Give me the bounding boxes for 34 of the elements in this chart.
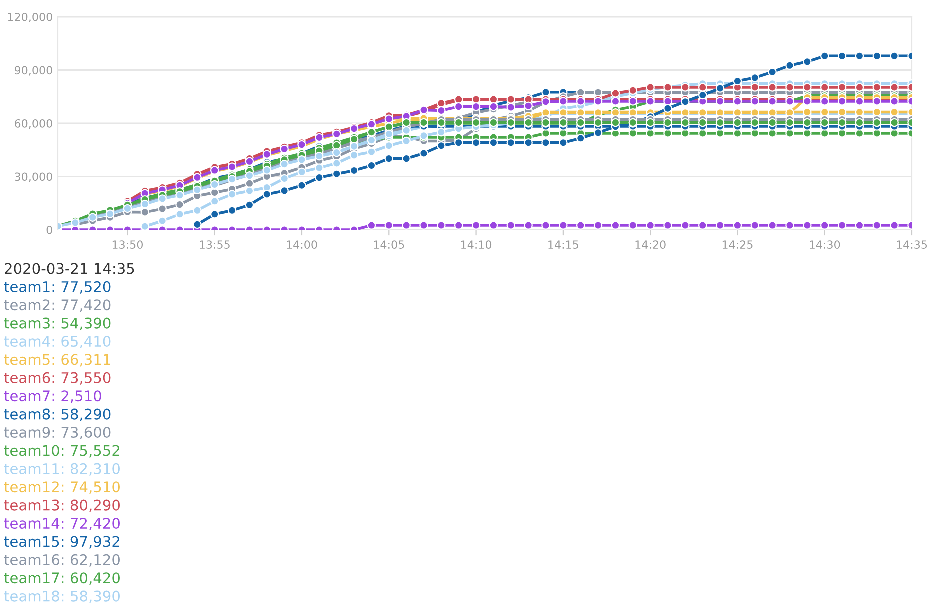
- x-tick-label: 14:20: [636, 240, 666, 250]
- text: team12: 74,510: [4, 482, 120, 494]
- x-tick-label: 14:05: [374, 240, 404, 250]
- y-tick-label: 60,000: [15, 119, 52, 130]
- x-tick-label: 13:55: [200, 240, 230, 250]
- y-tick-label: 30,000: [15, 172, 52, 182]
- text: team13: 80,290: [4, 500, 120, 512]
- text: team5: 66,311: [4, 354, 110, 367]
- text: team1: 77,520: [4, 281, 111, 294]
- text: team16: 62,120: [4, 554, 120, 567]
- x-tick-label: 14:00: [287, 240, 318, 250]
- text: team3: 54,390: [4, 318, 111, 330]
- text: team6: 73,550: [4, 372, 111, 385]
- x-tick-label: 14:25: [722, 240, 753, 250]
- text: team10: 75,552: [4, 445, 120, 458]
- text: team17: 60,420: [4, 572, 120, 586]
- x-tick-label: 14:30: [810, 240, 840, 250]
- text: team11: 82,310: [4, 463, 120, 476]
- text: 2020-03-21 14:35: [5, 263, 134, 274]
- y-tick-label: 120,000: [8, 12, 52, 23]
- text: team4: 65,410: [4, 336, 111, 349]
- text: team18: 58,390: [4, 590, 120, 604]
- y-tick-label: 90,000: [14, 66, 52, 76]
- x-tick-label: 13:50: [112, 240, 143, 250]
- text: team8: 58,290: [4, 408, 111, 422]
- text: team9: 73,600: [4, 427, 111, 440]
- text: team7: 2,510: [4, 390, 102, 404]
- y-tick-label: 0: [46, 226, 52, 234]
- text: team2: 77,420: [4, 300, 111, 312]
- x-tick-label: 14:35: [897, 240, 928, 250]
- text: team15: 97,932: [4, 536, 120, 549]
- x-tick-label: 14:10: [461, 240, 492, 250]
- x-tick-label: 14:15: [548, 240, 578, 250]
- text: team14: 72,420: [4, 518, 120, 531]
